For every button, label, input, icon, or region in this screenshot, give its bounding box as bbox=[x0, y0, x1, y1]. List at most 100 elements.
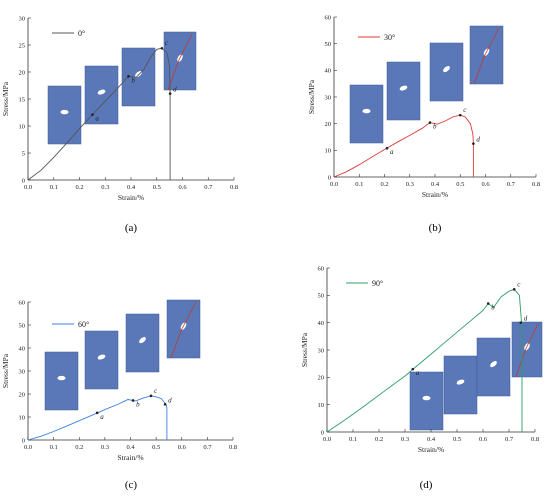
x-tick-label: 0.2 bbox=[380, 181, 388, 188]
x-tick-label: 0.4 bbox=[126, 444, 135, 451]
y-tick-label: 20 bbox=[325, 121, 332, 128]
y-tick-label: 10 bbox=[19, 123, 26, 130]
y-tick-label: 60 bbox=[19, 299, 26, 306]
panel-caption: (c) bbox=[125, 479, 138, 491]
x-tick-label: 0.8 bbox=[230, 184, 238, 191]
x-tick-label: 0.7 bbox=[507, 181, 516, 188]
panel-caption: (d) bbox=[420, 479, 433, 491]
x-axis-label: Strain/% bbox=[118, 193, 144, 202]
chart-panel-2: 0.0 0.1 0.2 0.3 0.4 0.5 0.6 0.7 0.8 0 10 20 30 40 50 60… bbox=[307, 14, 540, 234]
panel-caption: (a) bbox=[125, 222, 138, 234]
x-tick-label: 0.8 bbox=[531, 436, 539, 443]
y-tick-label: 60 bbox=[325, 14, 332, 21]
x-tick-label: 0.6 bbox=[178, 444, 187, 451]
y-tick-label: 20 bbox=[318, 375, 325, 382]
x-tick-label: 0.5 bbox=[152, 444, 160, 451]
point-label-c: c bbox=[517, 280, 521, 288]
y-tick-label: 30 bbox=[325, 94, 332, 101]
point-c bbox=[149, 394, 153, 398]
specimen-photo bbox=[125, 313, 160, 373]
specimen-photo bbox=[386, 61, 421, 121]
point-label-b: b bbox=[433, 123, 437, 131]
x-tick-label: 0.4 bbox=[431, 181, 440, 188]
chart-panel-3: 0.0 0.1 0.2 0.3 0.4 0.5 0.6 0.7 0.8 0 10 20 30 40 50 60… bbox=[1, 299, 237, 491]
point-label-a: a bbox=[100, 413, 104, 421]
y-tick-label: 50 bbox=[318, 293, 325, 300]
x-tick-label: 0.3 bbox=[101, 184, 109, 191]
chart-panel-1: 0.0 0.1 0.2 0.3 0.4 0.5 0.6 0.7 0.8 0 5 10 15 20 25 30 S… bbox=[1, 15, 238, 234]
y-tick-label: 5 bbox=[22, 150, 25, 157]
y-tick-label: 30 bbox=[19, 15, 26, 22]
specimen-hole bbox=[139, 337, 146, 344]
y-tick-label: 60 bbox=[318, 265, 325, 272]
point-d bbox=[519, 321, 522, 324]
x-tick-label: 0.2 bbox=[375, 436, 383, 443]
x-axis-label: Strain/% bbox=[117, 453, 143, 462]
series-line bbox=[326, 288, 523, 433]
x-tick-label: 0.5 bbox=[456, 181, 464, 188]
y-axis-label: Stress/MPa bbox=[1, 81, 10, 116]
specimen-hole bbox=[57, 375, 66, 381]
x-tick-label: 0.8 bbox=[532, 181, 540, 188]
x-tick-label: 0.0 bbox=[24, 444, 32, 451]
series-line bbox=[27, 47, 171, 181]
x-tick-label: 0.0 bbox=[24, 184, 32, 191]
x-tick-label: 0.6 bbox=[178, 184, 187, 191]
y-tick-label: 10 bbox=[318, 402, 325, 409]
y-tick-label: 0 bbox=[328, 174, 331, 181]
x-tick-label: 0.3 bbox=[401, 436, 409, 443]
legend-label: 0° bbox=[78, 29, 85, 38]
y-tick-label: 0 bbox=[321, 429, 324, 436]
specimen-hole bbox=[362, 108, 371, 114]
y-tick-label: 40 bbox=[325, 68, 332, 75]
x-tick-label: 0.6 bbox=[481, 181, 490, 188]
y-tick-label: 15 bbox=[19, 96, 26, 103]
series-line bbox=[333, 114, 474, 178]
specimen-photo bbox=[349, 84, 384, 144]
legend-label: 30° bbox=[384, 33, 395, 42]
y-tick-label: 0 bbox=[22, 437, 25, 444]
point-label-c: c bbox=[154, 387, 158, 395]
specimen-hole bbox=[97, 89, 106, 95]
point-b bbox=[428, 121, 432, 124]
specimen-photo bbox=[44, 351, 79, 411]
x-tick-label: 0.1 bbox=[355, 181, 363, 188]
specimen-hole bbox=[399, 85, 408, 91]
specimen-photo bbox=[84, 330, 119, 390]
point-b bbox=[486, 302, 490, 305]
point-d bbox=[163, 403, 167, 406]
specimen-photo bbox=[443, 355, 478, 415]
point-c bbox=[458, 113, 462, 117]
x-tick-label: 0.6 bbox=[479, 436, 488, 443]
crack-line bbox=[167, 33, 193, 91]
point-a bbox=[411, 367, 415, 371]
y-tick-label: 40 bbox=[19, 345, 26, 352]
panel-caption: (b) bbox=[429, 222, 442, 234]
point-label-b: b bbox=[491, 304, 495, 312]
point-label-d: d bbox=[168, 396, 172, 404]
x-tick-label: 0.3 bbox=[101, 444, 109, 451]
y-tick-label: 10 bbox=[19, 414, 26, 421]
crack-line bbox=[515, 323, 539, 378]
x-tick-label: 0.5 bbox=[453, 436, 461, 443]
chart-panel-4: 0.0 0.1 0.2 0.3 0.4 0.5 0.6 0.7 0.8 0 10 20 30 40 50 60… bbox=[300, 265, 543, 491]
x-tick-label: 0.4 bbox=[427, 436, 436, 443]
y-tick-label: 0 bbox=[22, 177, 25, 184]
y-tick-label: 30 bbox=[318, 347, 325, 354]
point-label-a: a bbox=[416, 369, 420, 377]
point-a bbox=[91, 113, 94, 116]
specimen-hole bbox=[456, 379, 465, 385]
y-tick-label: 50 bbox=[19, 322, 26, 329]
specimen-photo bbox=[469, 25, 504, 85]
specimen-hole bbox=[490, 361, 497, 368]
x-tick-label: 0.4 bbox=[127, 184, 136, 191]
specimen-hole bbox=[422, 395, 431, 401]
specimen-photo bbox=[429, 42, 464, 102]
point-d bbox=[168, 92, 172, 95]
y-tick-label: 50 bbox=[325, 41, 332, 48]
legend-label: 60° bbox=[78, 320, 89, 329]
specimen-hole bbox=[97, 354, 106, 360]
point-label-d: d bbox=[524, 315, 528, 323]
y-tick-label: 20 bbox=[19, 69, 26, 76]
point-c bbox=[160, 46, 164, 50]
